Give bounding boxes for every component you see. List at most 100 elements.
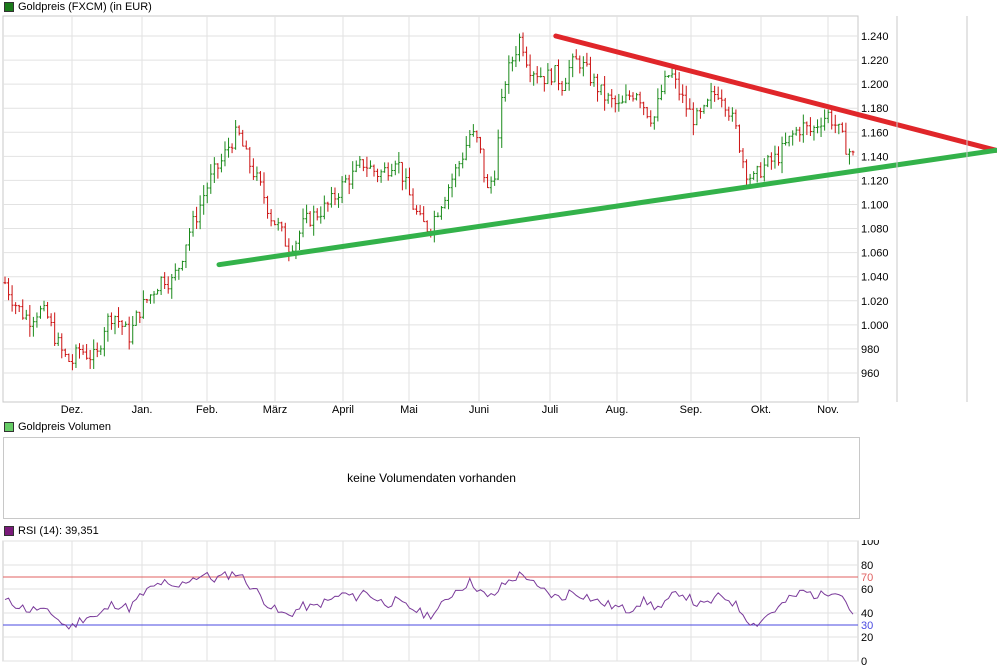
price-ohlc-bar	[14, 302, 18, 315]
price-ohlc-bar	[517, 33, 521, 62]
price-ohlc-bar	[56, 332, 60, 346]
price-ohlc-bar	[390, 163, 394, 177]
price-ohlc-bar	[659, 84, 663, 101]
price-ohlc-bar	[812, 125, 816, 141]
price-ohlc-bar	[567, 59, 571, 91]
price-ohlc-bar	[305, 204, 309, 224]
rsi-plot-frame	[2, 540, 859, 662]
price-ohlc-bar	[134, 310, 138, 326]
price-ohlc-bar	[709, 82, 713, 109]
price-ohlc-bar	[507, 55, 511, 94]
price-ohlc-bar	[156, 288, 160, 295]
support-trendline	[216, 147, 997, 268]
price-ohlc-bar	[38, 305, 42, 319]
price-ohlc-bar	[486, 174, 490, 189]
rsi-chart: 0 20 40 60 80 100 70 30	[2, 540, 879, 668]
price-ohlc-bar	[241, 129, 245, 147]
price-ohlc-bar	[400, 161, 404, 191]
price-ohlc-bar	[535, 66, 539, 84]
price-ohlc-bar	[532, 71, 536, 86]
price-ohlc-bar	[188, 228, 192, 251]
price-ohlc-bar	[684, 85, 688, 117]
price-ohlc-bar	[244, 140, 248, 150]
price-ohlc-bar	[124, 321, 128, 327]
price-ohlc-bar	[297, 230, 301, 251]
price-legend-swatch	[4, 2, 14, 12]
price-ohlc-bar	[195, 206, 199, 229]
price-x-tick-label: Nov.	[817, 404, 839, 416]
price-ohlc-bar	[706, 98, 710, 108]
price-ohlc-bar	[737, 124, 741, 153]
price-ohlc-bar	[617, 93, 621, 112]
price-ohlc-bar	[500, 88, 504, 148]
price-ohlc-bar	[585, 52, 589, 67]
price-ohlc-bar	[592, 73, 596, 87]
price-y-tick-label: 1.140	[861, 151, 889, 163]
volume-legend: Goldpreis Volumen	[4, 421, 111, 433]
price-y-tick-label: 1.100	[861, 199, 889, 211]
price-ohlc-bar	[283, 222, 287, 247]
price-ohlc-bar	[99, 345, 103, 355]
price-y-tick-label: 1.200	[861, 79, 889, 91]
price-ohlc-bar	[397, 152, 401, 174]
price-ohlc-bar	[546, 63, 550, 85]
price-ohlc-bar	[212, 157, 216, 184]
price-ohlc-bar	[826, 109, 830, 124]
price-ohlc-bar	[493, 170, 497, 186]
price-x-tick-label: Okt.	[751, 404, 771, 416]
price-ohlc-bar	[227, 137, 231, 158]
price-ohlc-bar	[372, 164, 376, 177]
price-ohlc-bar	[776, 146, 780, 166]
price-ohlc-bar	[723, 97, 727, 117]
price-ohlc-bar	[720, 89, 724, 108]
rsi-legend: RSI (14): 39,351	[4, 525, 99, 537]
price-ohlc-bar	[255, 166, 259, 181]
price-chart: 960 980 1.000 1.020 1.040 1.060 1.080 1.100 1.12…	[2, 15, 997, 416]
price-ohlc-bar	[624, 84, 628, 104]
resistance-trendline	[553, 33, 997, 153]
price-ohlc-bar	[603, 76, 607, 111]
price-ohlc-bar	[823, 109, 827, 131]
price-ohlc-bar	[627, 90, 631, 101]
price-plot-frame	[2, 15, 859, 403]
price-ohlc-bar	[794, 126, 798, 136]
price-ohlc-bar	[801, 114, 805, 143]
price-y-tick-label: 1.000	[861, 320, 889, 332]
rsi-legend-swatch	[4, 526, 14, 536]
price-ohlc-bar	[833, 114, 837, 134]
price-ohlc-bar	[411, 188, 415, 210]
price-ohlc-bar	[840, 122, 844, 133]
price-ohlc-bar	[368, 160, 372, 169]
price-ohlc-bar	[223, 141, 227, 167]
price-legend-label: Goldpreis (FXCM) (in EUR)	[18, 1, 152, 13]
volume-legend-swatch	[4, 422, 14, 432]
price-ohlc-bar	[443, 196, 447, 209]
price-ohlc-bar	[46, 301, 50, 319]
price-ohlc-bar	[120, 320, 124, 335]
price-ohlc-bar	[376, 168, 380, 183]
price-ohlc-bar	[844, 122, 848, 155]
price-y-tick-label: 980	[861, 344, 879, 356]
price-ohlc-bar	[808, 117, 812, 137]
price-ohlc-bar	[127, 316, 131, 350]
price-ohlc-bar	[109, 312, 113, 330]
price-x-tick-label: Juli	[542, 404, 559, 416]
price-ohlc-bar	[415, 205, 419, 215]
price-ohlc-bar	[542, 76, 546, 92]
price-ohlc-bar	[734, 109, 738, 130]
price-ohlc-bar	[202, 185, 206, 215]
price-x-tick-label: Mai	[400, 404, 418, 416]
price-ohlc-bar	[666, 75, 670, 78]
price-ohlc-bar	[510, 56, 514, 72]
price-ohlc-bar	[695, 107, 699, 126]
price-ohlc-bar	[78, 343, 82, 359]
price-ohlc-bar	[528, 54, 532, 83]
price-x-tick-label: Jan.	[132, 404, 153, 416]
price-ohlc-bar	[258, 171, 262, 186]
price-ohlc-bar	[315, 208, 319, 221]
price-ohlc-bar	[691, 102, 695, 136]
price-ohlc-bar	[752, 171, 756, 180]
price-ohlc-bar	[17, 304, 21, 313]
price-ohlc-bar	[539, 67, 543, 78]
rsi-y-tick-label: 60	[861, 584, 873, 596]
